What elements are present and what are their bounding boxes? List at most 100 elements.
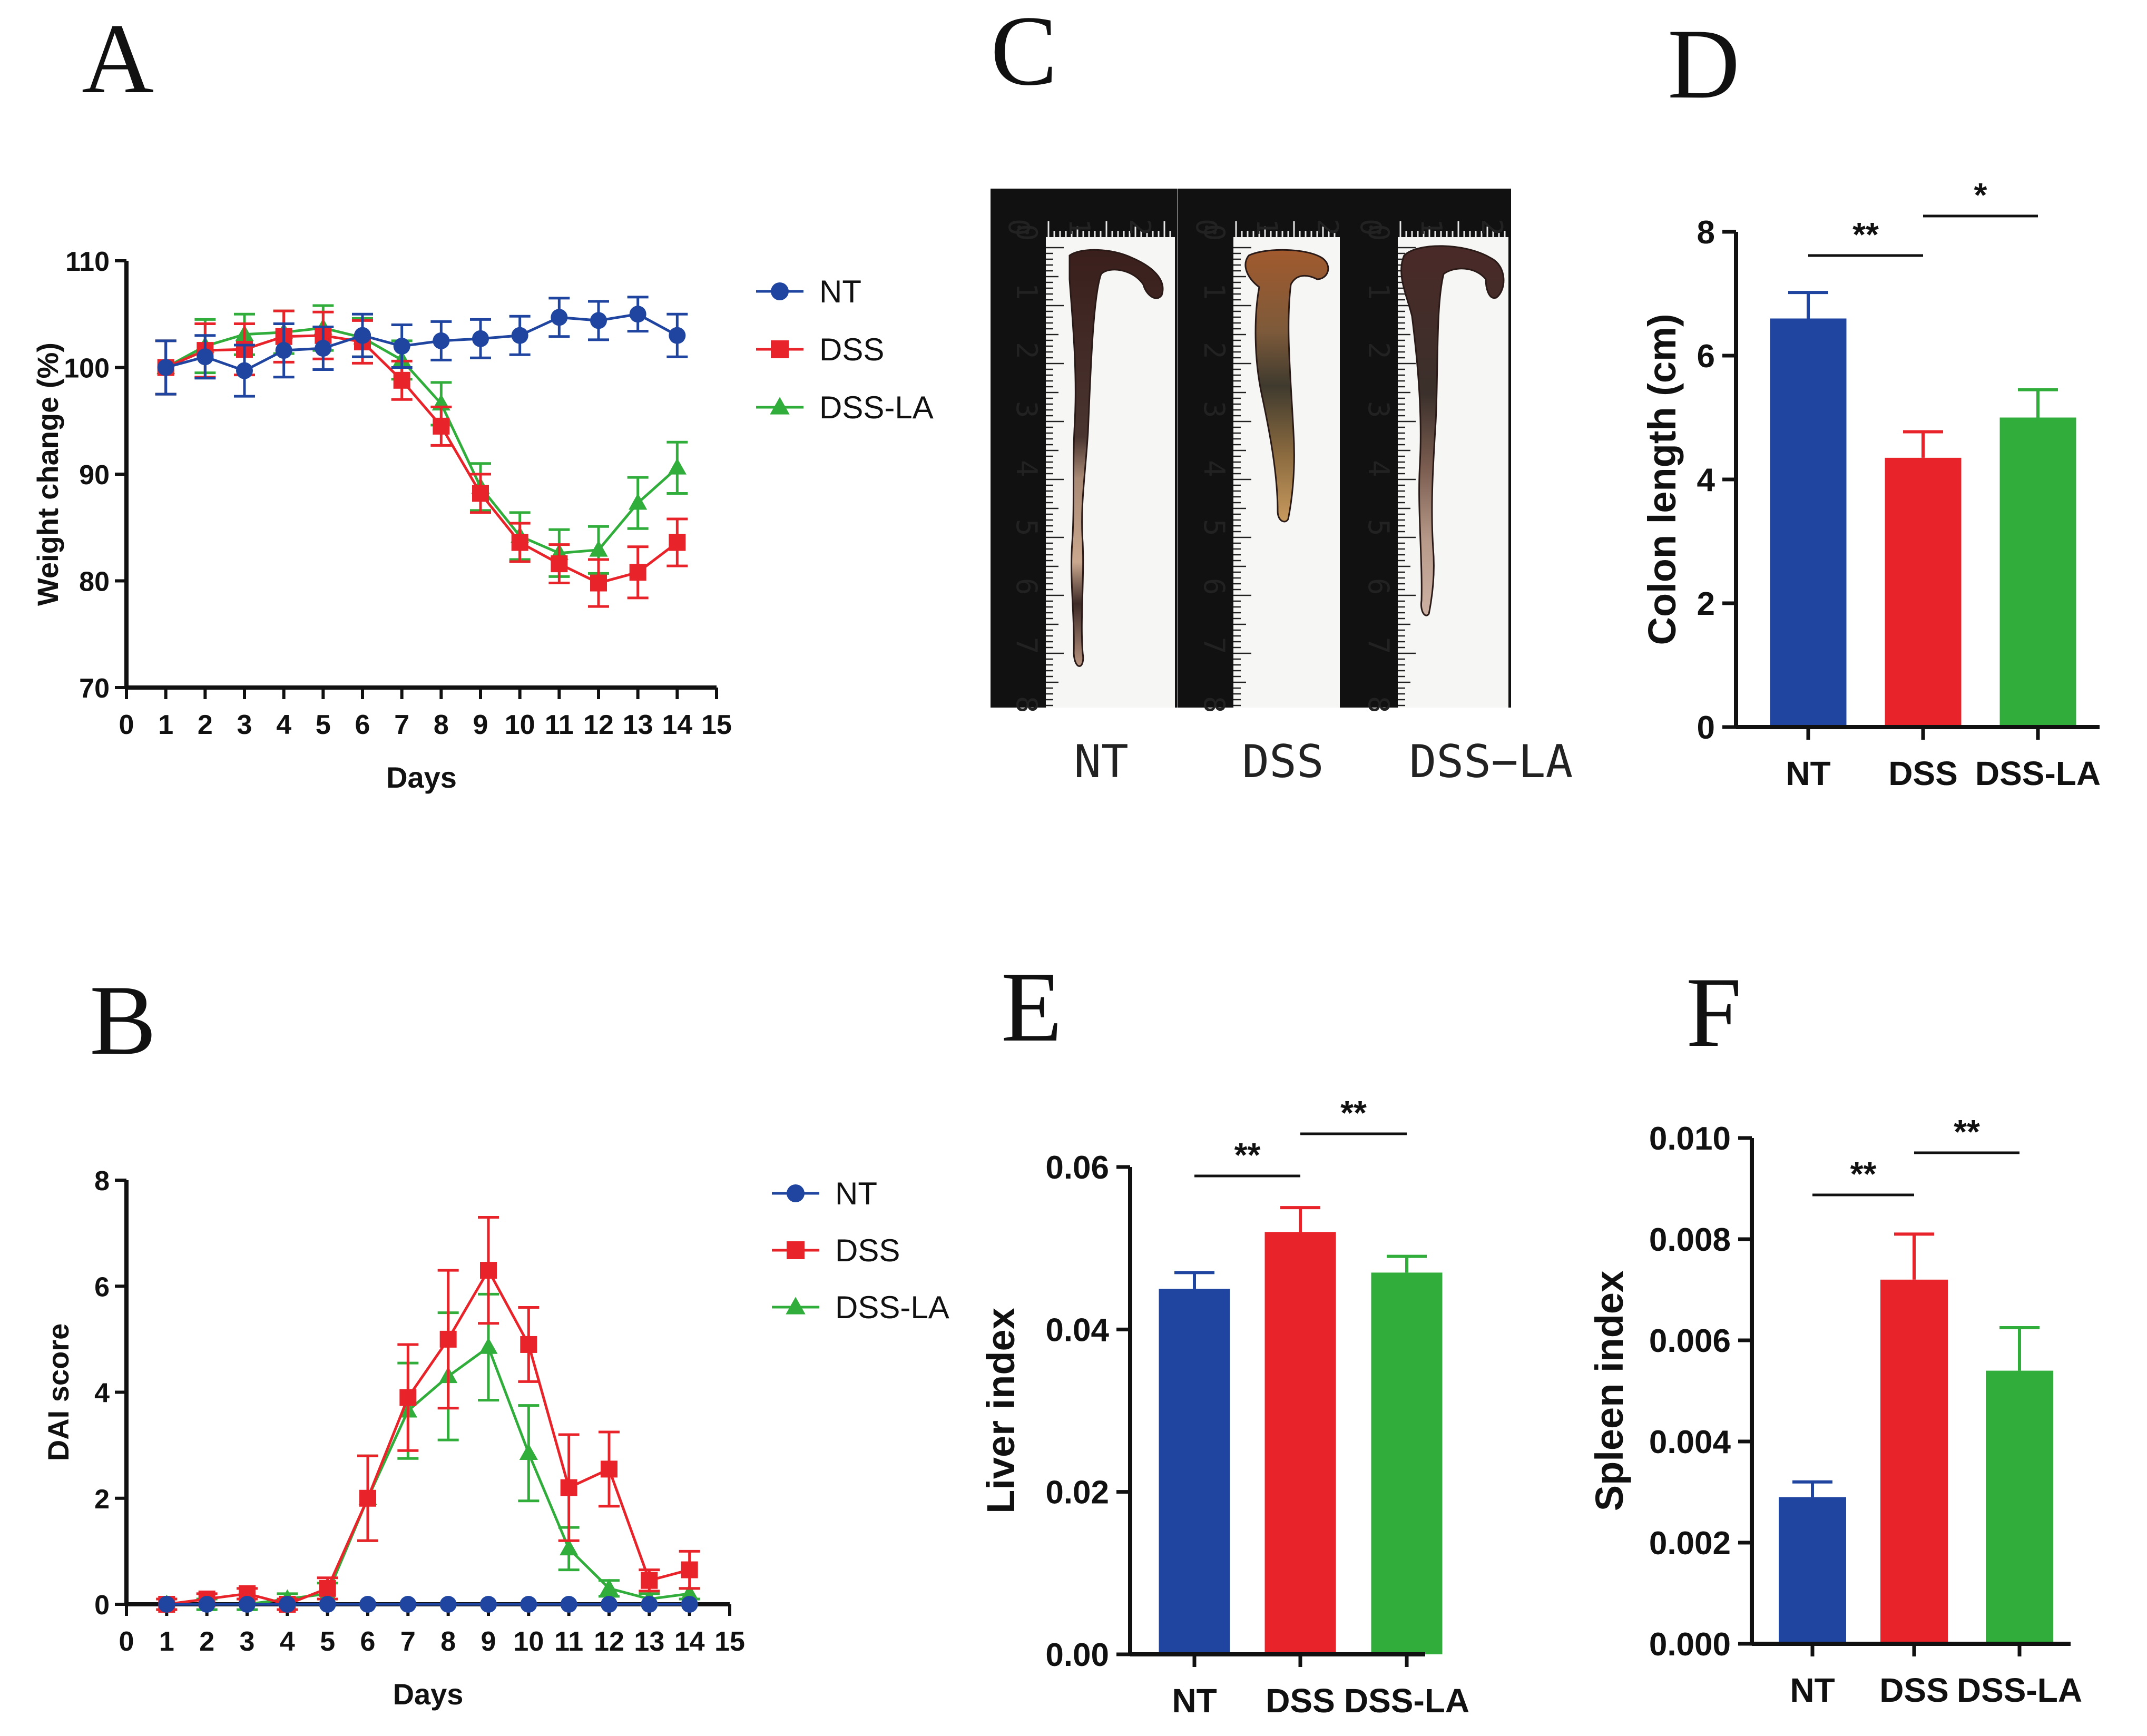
data-point bbox=[520, 1336, 537, 1353]
data-point bbox=[590, 312, 607, 329]
ruler-number: 3 bbox=[1198, 401, 1231, 418]
y-tick-label: 0 bbox=[94, 1590, 110, 1621]
data-point bbox=[681, 1561, 698, 1578]
data-point bbox=[393, 338, 410, 355]
x-tick-label: 11 bbox=[554, 1626, 583, 1657]
data-point bbox=[439, 1330, 457, 1348]
category-label: NT bbox=[1786, 754, 1830, 792]
series-dss-la bbox=[156, 1292, 700, 1611]
y-tick-label: 100 bbox=[64, 354, 110, 384]
x-tick-label: 8 bbox=[440, 1626, 456, 1657]
y-tick-label: 0.04 bbox=[1045, 1312, 1109, 1348]
y-tick-label: 6 bbox=[94, 1272, 110, 1302]
y-tick-label: 0.010 bbox=[1649, 1121, 1731, 1157]
legend-label: DSS-LA bbox=[819, 390, 934, 425]
series-nt bbox=[155, 296, 688, 398]
y-tick-label: 4 bbox=[94, 1378, 110, 1409]
data-point bbox=[787, 1184, 805, 1202]
data-point bbox=[393, 371, 410, 389]
ruler-face bbox=[1046, 237, 1175, 708]
ruler-number: 3 bbox=[1010, 401, 1043, 418]
data-point bbox=[439, 1596, 457, 1613]
x-tick-label: 0 bbox=[119, 1626, 134, 1657]
y-axis-title: Colon length (cm) bbox=[1640, 314, 1684, 645]
significance-label: ** bbox=[1850, 1155, 1877, 1193]
data-point bbox=[480, 1262, 497, 1279]
x-tick-label: 4 bbox=[280, 1626, 295, 1657]
significance-label: ** bbox=[1852, 215, 1879, 253]
liver-index-chart: NT DSS DSS-LA 0.00 0.02 0.04 0.06 Liver index **… bbox=[979, 1094, 1469, 1720]
ruler-number: 2 bbox=[1475, 219, 1508, 236]
ruler-number: 2 bbox=[1311, 219, 1344, 236]
ruler-number: 1 bbox=[1198, 283, 1231, 300]
x-tick-label: 13 bbox=[634, 1626, 664, 1657]
data-point bbox=[519, 1443, 538, 1460]
ruler-number: 8 bbox=[1362, 696, 1395, 713]
data-point bbox=[399, 1596, 417, 1613]
ruler-number: 4 bbox=[1362, 460, 1395, 477]
ruler-number: 1 bbox=[1362, 283, 1395, 300]
x-tick-label: 6 bbox=[355, 710, 370, 740]
x-tick-label: 12 bbox=[583, 710, 614, 740]
data-point bbox=[520, 1596, 537, 1613]
x-tick-label: 7 bbox=[400, 1626, 416, 1657]
y-tick-label: 110 bbox=[65, 247, 110, 277]
ruler-number: 0 bbox=[1362, 224, 1395, 241]
ruler-number: 2 bbox=[1010, 342, 1043, 359]
ruler-number: 0 bbox=[1010, 224, 1043, 241]
colon-specimen bbox=[1400, 245, 1505, 616]
ruler-number: 4 bbox=[1010, 460, 1043, 477]
bar-dss bbox=[1885, 457, 1962, 727]
series-nt bbox=[158, 1596, 698, 1613]
y-tick-label: 2 bbox=[94, 1484, 110, 1515]
y-tick-label: 0.004 bbox=[1649, 1424, 1731, 1460]
ruler-number: 4 bbox=[1198, 460, 1231, 477]
x-tick-label: 5 bbox=[316, 710, 331, 740]
photo-strip: 0 1 2 0 1 2 3 4 5 6 7 8 DSS−LA bbox=[1342, 189, 1573, 788]
bar-dss-la bbox=[1371, 1272, 1443, 1654]
ruler-number: 5 bbox=[1198, 519, 1231, 536]
y-axis-title: DAI score bbox=[42, 1323, 75, 1461]
panel-letter-f: F bbox=[1686, 957, 1742, 1068]
data-point bbox=[472, 330, 489, 347]
data-point bbox=[157, 359, 174, 376]
data-point bbox=[158, 1596, 175, 1613]
x-tick-label: 1 bbox=[158, 710, 173, 740]
data-point bbox=[787, 1241, 805, 1259]
y-tick-label: 4 bbox=[1697, 462, 1715, 498]
data-point bbox=[601, 1596, 617, 1613]
ruler-number: 0 bbox=[1354, 219, 1387, 236]
ruler-number: 8 bbox=[1010, 696, 1043, 713]
data-point bbox=[197, 348, 214, 366]
x-tick-label: 9 bbox=[481, 1626, 496, 1657]
data-point bbox=[236, 362, 253, 379]
data-point bbox=[600, 1578, 619, 1595]
ruler-number: 6 bbox=[1010, 578, 1043, 595]
x-tick-label: 8 bbox=[434, 710, 449, 740]
data-point bbox=[399, 1389, 417, 1406]
data-point bbox=[319, 1580, 336, 1597]
data-point bbox=[560, 1596, 577, 1613]
legend-label: NT bbox=[819, 274, 861, 309]
series-line bbox=[166, 1267, 690, 1606]
data-point bbox=[319, 1596, 336, 1613]
y-tick-label: 2 bbox=[1697, 586, 1715, 622]
y-tick-label: 0 bbox=[1697, 710, 1715, 746]
panel-letter-a: A bbox=[82, 4, 154, 114]
data-point bbox=[511, 327, 528, 344]
category-label: NT bbox=[1790, 1671, 1835, 1709]
spleen-index-chart: NT DSS DSS-LA 0.000 0.002 0.004 0.006 0.008 0.01… bbox=[1587, 1113, 2082, 1709]
y-tick-label: 8 bbox=[94, 1166, 110, 1196]
panel-letter-d: D bbox=[1668, 9, 1740, 120]
panel-letter-e: E bbox=[1001, 952, 1062, 1063]
ruler-number: 2 bbox=[1198, 342, 1231, 359]
ruler-number: 1 bbox=[1415, 219, 1448, 236]
bar-nt bbox=[1159, 1289, 1230, 1654]
photo-strip: 0 1 2 0 1 2 3 4 5 6 7 8 DSS bbox=[1178, 189, 1344, 788]
data-point bbox=[629, 564, 646, 581]
x-tick-label: 11 bbox=[545, 710, 574, 740]
series-line bbox=[165, 327, 679, 555]
data-point bbox=[359, 1489, 376, 1507]
